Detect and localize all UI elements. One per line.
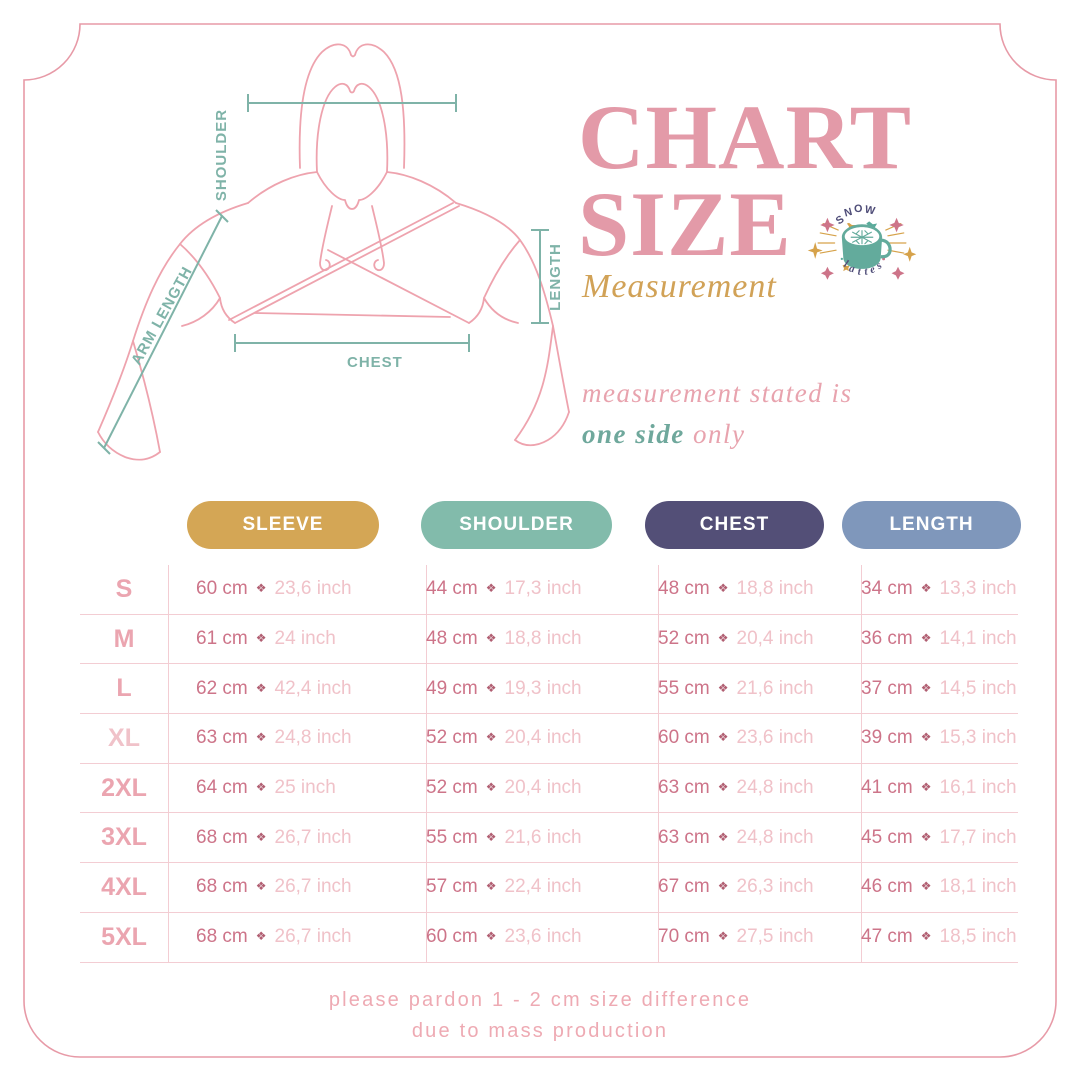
svg-text:N: N bbox=[843, 206, 854, 220]
svg-text:O: O bbox=[854, 203, 863, 215]
svg-text:W: W bbox=[864, 204, 877, 218]
